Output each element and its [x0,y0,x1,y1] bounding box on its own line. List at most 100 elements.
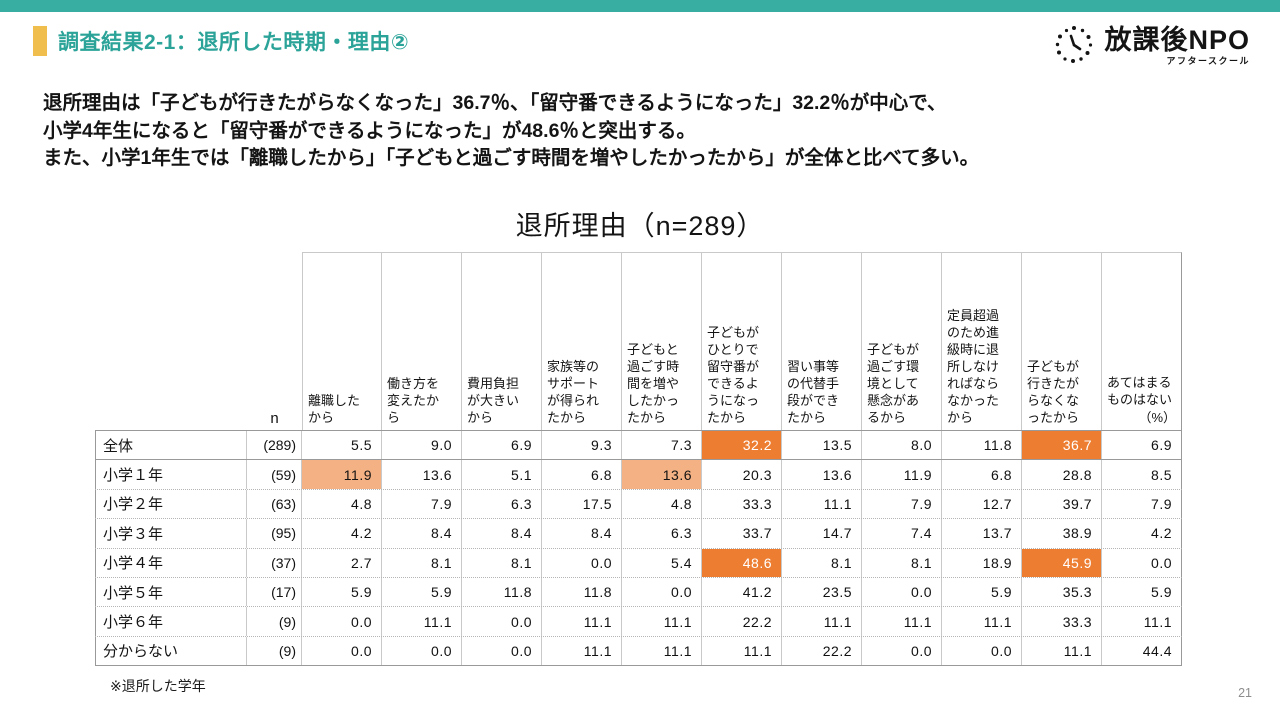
column-header-label: 働き方を変えたから [387,376,440,425]
column-header: 家族等のサポートが得られたから [542,252,622,430]
column-header: 子どもと過ごす時間を増やしたかったから [622,252,702,430]
row-n-value: (9) [247,636,302,666]
value-cell: 11.1 [622,636,702,666]
value-cell: 48.6 [702,548,782,577]
value-cell: 11.1 [542,636,622,666]
value-cell: 18.9 [942,548,1022,577]
value-cell: 6.3 [462,489,542,519]
column-header-label: 離職したから [308,393,361,425]
value-cell: 11.1 [702,636,782,666]
table-title: 退所理由（n=289） [515,211,765,241]
row-n-value: (289) [247,431,302,460]
value-cell: 7.9 [1102,489,1182,519]
row-label: 小学１年 [95,460,247,489]
row-label: 分からない [95,636,247,666]
row-n-value: (63) [247,489,302,519]
summary-line-1: 退所理由は「子どもが行きたがらなくなった」36.7％、「留守番できるようになった… [43,92,947,114]
column-header-label: 子どもが過ごす環境として懸念があるから [867,342,920,425]
row-label: 小学２年 [95,489,247,519]
slide-title: 調査結果2-1：退所した時期・理由② [58,31,410,54]
page-number: 21 [1238,686,1252,700]
value-cell: 4.8 [302,489,382,519]
value-cell: 11.1 [622,607,702,636]
value-cell: 11.1 [1022,636,1102,666]
value-cell: 0.0 [462,636,542,666]
row-label: 小学６年 [95,607,247,636]
table-row: 小学３年 (95) 4.2 8.4 8.4 8.4 6.3 33.7 14.7 7.4 13.7 38… [95,519,1182,549]
survey-table: n 離職したから 働き方を変えたから 費用負担が大きいから 家族等のサポートが得られた… [95,252,1182,667]
value-cell: 0.0 [622,577,702,607]
value-cell: 8.4 [382,519,462,548]
value-cell: 11.1 [542,607,622,636]
value-cell: 35.3 [1022,577,1102,607]
table-row: 全体 (289) 5.5 9.0 6.9 9.3 7.3 32.2 13.5 8.0 11.8 36.… [95,431,1182,461]
value-cell: 33.3 [1022,607,1102,636]
column-header-label: 家族等のサポートが得られたから [547,359,600,425]
column-header: 子どもが行きたがらなくなったから [1022,252,1102,430]
column-header: あてはまるものはない （%） [1102,252,1182,430]
table-body: 全体 (289) 5.5 9.0 6.9 9.3 7.3 32.2 13.5 8.0 11.8 36.… [95,431,1182,667]
value-cell: 5.9 [302,577,382,607]
value-cell: 0.0 [1102,548,1182,577]
value-cell: 4.8 [622,489,702,519]
value-cell: 6.9 [1102,431,1182,460]
value-cell: 6.9 [462,431,542,460]
table-row: 小学６年 (9) 0.0 11.1 0.0 11.1 11.1 22.2 11.1 11.1 11.… [95,607,1182,637]
value-cell: 11.9 [302,460,382,489]
value-cell: 11.1 [1102,607,1182,636]
value-cell: 38.9 [1022,519,1102,548]
value-cell: 0.0 [302,636,382,666]
value-cell: 8.0 [862,431,942,460]
top-accent-bar [0,0,1280,12]
table-row: 小学４年 (37) 2.7 8.1 8.1 0.0 5.4 48.6 8.1 8.1 18.9 45.… [95,548,1182,578]
row-n-value: (37) [247,548,302,577]
table-row: 分からない (9) 0.0 0.0 0.0 11.1 11.1 11.1 22.2 0.0 0.0 1… [95,636,1182,667]
value-cell: 11.8 [462,577,542,607]
value-cell: 14.7 [782,519,862,548]
column-header: 習い事等の代替手段ができたから [782,252,862,430]
value-cell: 33.3 [702,489,782,519]
row-label: 小学５年 [95,577,247,607]
afterschool-npo-logo: 放課後NPO アフタースクール [1053,22,1250,66]
column-header-label: 子どもがひとりで留守番ができるようになったから [707,325,760,425]
value-cell: 8.1 [462,548,542,577]
value-cell: 41.2 [702,577,782,607]
value-cell: 8.1 [382,548,462,577]
value-cell: 5.9 [1102,577,1182,607]
value-cell: 6.3 [622,519,702,548]
value-cell: 39.7 [1022,489,1102,519]
row-n-value: (9) [247,607,302,636]
value-cell: 0.0 [302,607,382,636]
value-cell: 5.4 [622,548,702,577]
row-label: 小学４年 [95,548,247,577]
row-n-value: (17) [247,577,302,607]
clock-icon [1056,26,1093,63]
value-cell: 11.9 [862,460,942,489]
value-cell: 20.3 [702,460,782,489]
column-header: 定員超過のため進級時に退所しなければならなかったから [942,252,1022,430]
value-cell: 0.0 [942,636,1022,666]
value-cell: 12.7 [942,489,1022,519]
row-label: 全体 [95,431,247,460]
value-cell: 22.2 [702,607,782,636]
value-cell: 4.2 [1102,519,1182,548]
value-cell: 8.4 [462,519,542,548]
value-cell: 8.1 [862,548,942,577]
value-cell: 0.0 [462,607,542,636]
value-cell: 6.8 [542,460,622,489]
n-column-header: n [270,410,279,427]
value-cell: 28.8 [1022,460,1102,489]
value-cell: 2.7 [302,548,382,577]
value-cell: 45.9 [1022,548,1102,577]
table-header-row: n 離職したから 働き方を変えたから 費用負担が大きいから 家族等のサポートが得られた… [95,252,1182,431]
column-header-label: あてはまるものはない [1107,375,1173,407]
value-cell: 0.0 [542,548,622,577]
column-header-label: 習い事等の代替手段ができたから [787,359,840,425]
value-cell: 13.5 [782,431,862,460]
table-row: 小学２年 (63) 4.8 7.9 6.3 17.5 4.8 33.3 11.1 7.9 12.7 3… [95,489,1182,520]
value-cell: 13.6 [782,460,862,489]
column-header-label: 子どもが行きたがらなくなったから [1027,359,1080,425]
value-cell: 44.4 [1102,636,1182,666]
value-cell: 4.2 [302,519,382,548]
